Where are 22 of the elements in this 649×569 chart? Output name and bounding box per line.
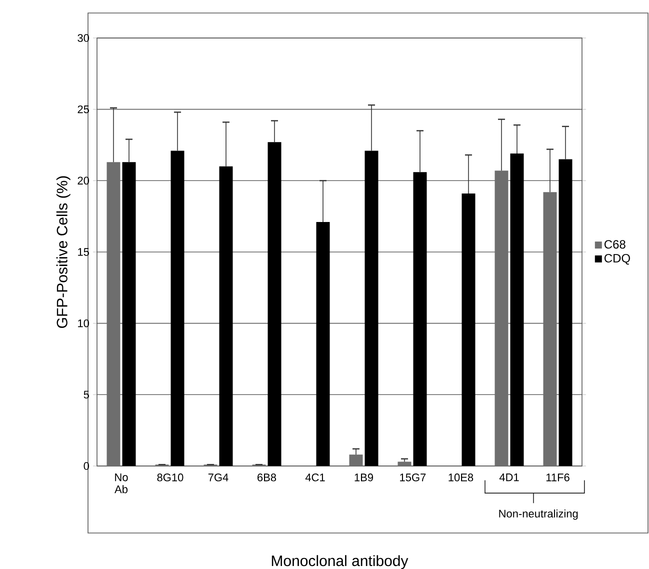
y-tick-label: 20: [78, 176, 90, 185]
legend-label: CDQ: [604, 254, 630, 265]
x-tick-label: 11F6: [546, 474, 570, 482]
x-tick-label: 4D1: [499, 474, 519, 482]
y-tick-label: 25: [78, 105, 89, 114]
y-axis-title: GFP-Positive Cells (%): [56, 176, 70, 328]
text: Non-neutralizing: [499, 509, 578, 520]
x-tick-label: 6B8: [258, 474, 276, 482]
x-tick-label: 4C1: [305, 474, 325, 482]
x-tick-label: No Ab: [114, 474, 128, 494]
y-tick-label: 0: [84, 462, 90, 470]
x-axis-title: Monoclonal antibody: [272, 555, 408, 569]
x-tick-label: 10E8: [448, 474, 474, 482]
y-tick-label: 5: [84, 390, 89, 398]
y-tick-label: 10: [78, 319, 90, 328]
x-tick-label: 15G7: [400, 474, 426, 482]
x-tick-label: 8G10: [157, 474, 184, 482]
legend-label: C68: [604, 240, 626, 249]
x-tick-label: 7G4: [208, 474, 228, 482]
y-tick-label: 30: [78, 34, 90, 42]
x-tick-label: 1B9: [354, 474, 374, 482]
y-tick-label: 15: [78, 248, 89, 256]
